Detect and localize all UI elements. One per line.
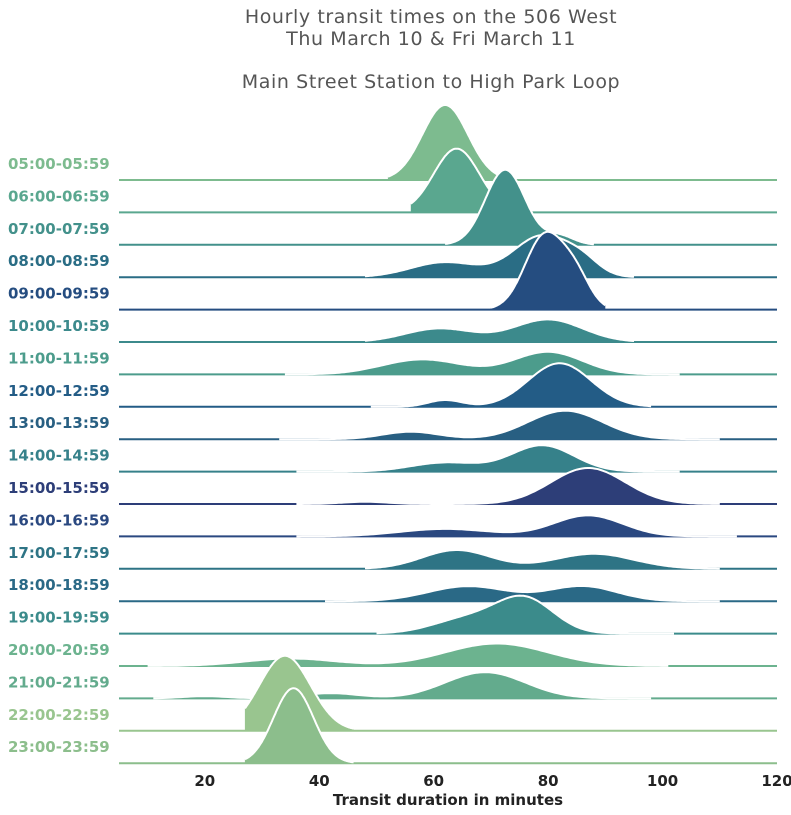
ridge-series-12:00-12:59: 12:00-12:59 — [8, 362, 777, 408]
ridge-label: 11:00-11:59 — [8, 349, 110, 367]
ridge-area — [387, 105, 503, 180]
ridge-label: 20:00-20:59 — [8, 641, 110, 659]
ridge-series-19:00-19:59: 19:00-19:59 — [8, 594, 777, 635]
chart-title-line-1: Hourly transit times on the 506 West — [244, 6, 618, 28]
ridge-label: 10:00-10:59 — [8, 317, 110, 335]
ridge-series-18:00-18:59: 18:00-18:59 — [8, 576, 777, 603]
ridge-series-10:00-10:59: 10:00-10:59 — [8, 317, 777, 343]
ridge-label: 05:00-05:59 — [8, 155, 110, 173]
ridge-outline — [147, 642, 669, 667]
chart-subtitle: Main Street Station to High Park Loop — [241, 71, 621, 93]
ridge-label: 22:00-22:59 — [8, 706, 110, 724]
ridge-series-08:00-08:59: 08:00-08:59 — [8, 233, 777, 279]
x-tick-label: 20 — [194, 772, 215, 790]
ridge-area — [279, 410, 720, 440]
ridge-label: 18:00-18:59 — [8, 576, 110, 594]
x-tick-label: 60 — [423, 772, 444, 790]
ridge-area — [153, 672, 652, 699]
ridge-label: 17:00-17:59 — [8, 544, 110, 562]
ridge-area — [296, 445, 680, 472]
chart-title-line-2: Thu March 10 & Fri March 11 — [286, 28, 576, 50]
ridge-outline — [279, 409, 720, 441]
ridge-label: 13:00-13:59 — [8, 414, 110, 432]
ridge-outline — [364, 549, 720, 570]
ridge-area — [284, 351, 680, 375]
ridge-series-09:00-09:59: 09:00-09:59 — [8, 230, 777, 311]
ridge-label: 15:00-15:59 — [8, 479, 110, 497]
ridge-label: 08:00-08:59 — [8, 252, 110, 270]
ridge-series-07:00-07:59: 07:00-07:59 — [8, 168, 777, 246]
ridge-label: 19:00-19:59 — [8, 609, 110, 627]
ridge-series-05:00-05:59: 05:00-05:59 — [8, 104, 777, 181]
ridge-outline — [296, 467, 720, 505]
x-tick-label: 120 — [761, 772, 791, 790]
ridge-outline — [376, 594, 674, 635]
x-tick-label: 40 — [309, 772, 330, 790]
ridge-area — [296, 515, 737, 537]
ridge-label: 23:00-23:59 — [8, 738, 110, 756]
ridge-series-17:00-17:59: 17:00-17:59 — [8, 544, 777, 570]
ridge-outline — [296, 444, 680, 473]
ridge-label: 07:00-07:59 — [8, 220, 110, 238]
ridge-area — [325, 585, 720, 602]
ridge-area — [445, 169, 594, 245]
ridge-series-14:00-14:59: 14:00-14:59 — [8, 444, 777, 473]
ridge-series-23:00-23:59: 23:00-23:59 — [8, 687, 777, 765]
x-tick-label: 100 — [647, 772, 678, 790]
ridge-outline — [325, 584, 720, 603]
ridge-outline — [364, 318, 635, 342]
ridge-label: 12:00-12:59 — [8, 382, 110, 400]
ridge-outline — [244, 687, 354, 764]
ridge-label: 09:00-09:59 — [8, 285, 110, 303]
ridge-area — [365, 319, 634, 342]
ridge-label: 06:00-06:59 — [8, 187, 110, 205]
ridge-outline — [490, 230, 606, 309]
ridge-outline — [370, 362, 652, 408]
ridge-series-06:00-06:59: 06:00-06:59 — [8, 147, 777, 214]
ridge-series-21:00-21:59: 21:00-21:59 — [8, 671, 777, 700]
ridge-series-22:00-22:59: 22:00-22:59 — [8, 654, 777, 732]
ridge-outline — [387, 104, 503, 178]
ridge-area — [376, 595, 674, 634]
ridge-area — [490, 231, 606, 310]
ridge-outline — [364, 233, 635, 278]
ridge-outline — [284, 350, 680, 376]
ridge-series-16:00-16:59: 16:00-16:59 — [8, 511, 777, 538]
ridge-series-20:00-20:59: 20:00-20:59 — [8, 641, 777, 667]
ridge-series-13:00-13:59: 13:00-13:59 — [8, 409, 777, 441]
x-tick-label: 80 — [538, 772, 559, 790]
ridge-label: 21:00-21:59 — [8, 673, 110, 691]
ridge-series-15:00-15:59: 15:00-15:59 — [8, 467, 777, 505]
ridge-area — [365, 550, 720, 569]
ridge-outline — [296, 514, 737, 538]
ridge-outline — [244, 654, 354, 730]
ridge-area — [370, 363, 652, 407]
ridge-series-11:00-11:59: 11:00-11:59 — [8, 349, 777, 376]
ridge-label: 16:00-16:59 — [8, 511, 110, 529]
ridge-area — [296, 468, 720, 504]
ridge-outline — [444, 168, 595, 246]
x-axis-label: Transit duration in minutes — [333, 791, 563, 809]
ridge-outline — [153, 671, 652, 700]
ridge-label: 14:00-14:59 — [8, 447, 110, 465]
